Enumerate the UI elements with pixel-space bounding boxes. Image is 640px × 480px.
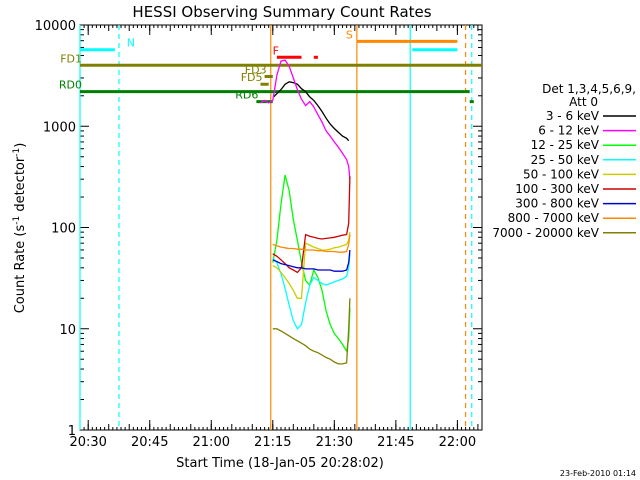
vertical-markers [79, 25, 473, 430]
series-line [272, 253, 351, 330]
flag-label: FD3 [245, 63, 267, 76]
legend-label: 12 - 25 keV [531, 138, 600, 152]
y-tick-label: 10000 [35, 19, 76, 34]
x-axis-label: Start Time (18-Jan-05 20:28:02) [176, 456, 384, 471]
legend-title-detectors: Det 1,3,4,5,6,9, [542, 82, 636, 96]
y-tick-label: 1 [68, 424, 76, 439]
legend-label: 7000 - 20000 keV [492, 226, 599, 240]
series-line [272, 174, 351, 354]
y-tick-label: 100 [51, 222, 76, 237]
series-line [273, 81, 350, 142]
legend-label: 3 - 6 keV [546, 109, 600, 123]
legend-label: 100 - 300 keV [515, 182, 599, 196]
series-line [272, 232, 351, 299]
legend-label: 6 - 12 keV [538, 124, 600, 138]
legend-label: 300 - 800 keV [515, 197, 599, 211]
y-axis: 1 10 100 1000 10000 [35, 19, 482, 439]
series-line [272, 298, 351, 365]
flag-label: FD1 [60, 52, 82, 65]
series-line [272, 176, 351, 274]
x-tick-label: 22:00 [439, 435, 476, 450]
x-axis: 20:30 20:45 21:00 21:15 21:30 21:45 22:00 [69, 25, 483, 450]
y-tick-label: 1000 [43, 120, 76, 135]
legend-label: 25 - 50 keV [531, 153, 600, 167]
legend-title-attenuator: Att 0 [569, 95, 598, 109]
series-lines [260, 59, 351, 365]
y-axis-label-sup2: -1 [12, 148, 22, 157]
flag-label: N [127, 37, 135, 50]
x-tick-label: 20:45 [131, 435, 168, 450]
y-axis-label-sup1: -1 [12, 216, 22, 225]
x-tick-label: 21:30 [316, 435, 353, 450]
y-tick-label: 10 [59, 323, 76, 338]
flag-label: FD5 [241, 71, 263, 84]
flag-label: S [346, 28, 353, 41]
flag-label: F [273, 44, 279, 57]
x-tick-label: 21:00 [193, 435, 230, 450]
series-line [272, 234, 351, 253]
footer-date: 23-Feb-2010 01:14 [560, 469, 636, 478]
plot-area [79, 24, 483, 431]
y-axis-label-mid: detector [13, 156, 28, 216]
series-line [272, 249, 351, 272]
y-axis-label-main: Count Rate (s [13, 225, 28, 314]
y-axis-label: Count Rate (s-1 detector-1) [12, 143, 28, 314]
flag-label: RD0 [59, 79, 82, 92]
legend-label: 800 - 7000 keV [508, 211, 600, 225]
legend-label: 50 - 100 keV [523, 167, 600, 181]
x-tick-label: 21:15 [254, 435, 291, 450]
plot-border [79, 24, 483, 431]
chart-title: HESSI Observing Summary Count Rates [132, 3, 431, 21]
series-line [260, 59, 351, 180]
x-tick-label: 21:45 [377, 435, 414, 450]
flag-label: RD6 [235, 89, 258, 102]
x-tick-label: 20:30 [69, 435, 106, 450]
y-axis-label-end: ) [13, 143, 28, 148]
